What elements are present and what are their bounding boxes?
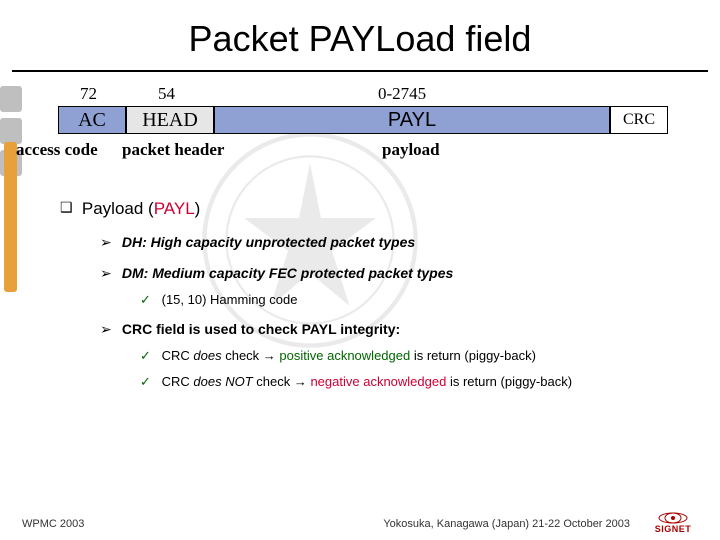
bullet-payload: ❑ Payload (PAYL)	[60, 198, 700, 221]
bullet-crc-intro: ➢ CRC field is used to check PAYL integr…	[100, 320, 700, 339]
arrow-icon: →	[263, 348, 276, 363]
payload-suffix: )	[195, 199, 201, 218]
crc-neg-c: check	[253, 374, 294, 389]
bullet-crc-negative: ✓ CRC does NOT check → negative acknowle…	[140, 373, 700, 391]
bullet-crc-positive: ✓ CRC does check → positive acknowledged…	[140, 347, 700, 365]
side-decoration	[0, 86, 30, 316]
bits-payl: 0-2745	[378, 84, 426, 104]
triangle-bullet-icon: ➢	[100, 233, 118, 252]
payload-prefix: Payload (	[82, 199, 154, 218]
box-head: HEAD	[126, 106, 214, 134]
logo-icon	[658, 512, 688, 524]
bullet-hamming: ✓ (15, 10) Hamming code	[140, 291, 700, 309]
footer-left: WPMC 2003	[22, 518, 84, 530]
check-bullet-icon: ✓	[140, 291, 158, 309]
payload-payl: PAYL	[154, 199, 195, 218]
check-bullet-icon: ✓	[140, 373, 158, 391]
crc-neg-d: negative acknowledged	[307, 374, 447, 389]
label-payload: payload	[382, 140, 440, 160]
square-bullet-icon: ❑	[60, 198, 78, 217]
crc-pos-d: positive acknowledged	[276, 348, 410, 363]
logo-text: SIGNET	[642, 524, 704, 534]
box-crc: CRC	[610, 106, 668, 134]
label-access-code: access code	[16, 140, 98, 160]
footer-right: Yokosuka, Kanagawa (Japan) 21-22 October…	[383, 518, 630, 530]
bullet-dm: ➢ DM: Medium capacity FEC protected pack…	[100, 264, 700, 283]
bits-ac: 72	[80, 84, 97, 104]
packet-diagram: 72 54 0-2745 AC HEAD PAYL CRC access cod…	[58, 84, 700, 184]
crc-pos-a: CRC	[162, 348, 194, 363]
dh-text: DH: High capacity unprotected packet typ…	[122, 234, 415, 250]
triangle-bullet-icon: ➢	[100, 320, 118, 339]
bullet-dh: ➢ DH: High capacity unprotected packet t…	[100, 233, 700, 252]
crc-neg-e: is return (piggy-back)	[446, 374, 572, 389]
hamming-text: (15, 10) Hamming code	[162, 292, 298, 307]
arrow-icon: →	[294, 374, 307, 389]
check-bullet-icon: ✓	[140, 347, 158, 365]
crc-pos-b: does	[193, 348, 221, 363]
crc-pos-e: is return (piggy-back)	[410, 348, 536, 363]
slide-title: Packet PAYLoad field	[0, 0, 720, 70]
dm-text: DM: Medium capacity FEC protected packet…	[122, 265, 453, 281]
content-body: ❑ Payload (PAYL) ➢ DH: High capacity unp…	[60, 198, 700, 390]
label-packet-header: packet header	[122, 140, 224, 160]
box-ac: AC	[58, 106, 126, 134]
triangle-bullet-icon: ➢	[100, 264, 118, 283]
crc-neg-b: does NOT	[193, 374, 252, 389]
signet-logo: SIGNET	[642, 512, 704, 534]
crc-intro-text: CRC field is used to check PAYL integrit…	[122, 321, 400, 337]
crc-pos-c: check	[222, 348, 263, 363]
title-divider	[12, 70, 708, 72]
box-payl: PAYL	[214, 106, 610, 134]
crc-neg-a: CRC	[162, 374, 194, 389]
bits-head: 54	[158, 84, 175, 104]
